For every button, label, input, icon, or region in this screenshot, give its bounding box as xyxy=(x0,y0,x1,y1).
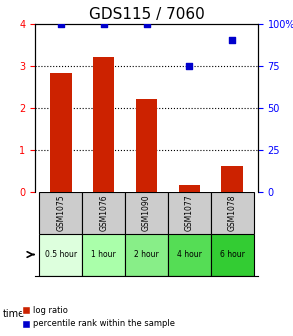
Legend: log ratio, percentile rank within the sample: log ratio, percentile rank within the sa… xyxy=(19,303,178,332)
Text: time: time xyxy=(3,309,25,319)
Point xyxy=(101,21,106,26)
FancyBboxPatch shape xyxy=(211,234,253,276)
FancyBboxPatch shape xyxy=(211,192,253,234)
Point xyxy=(144,21,149,26)
FancyBboxPatch shape xyxy=(82,234,125,276)
Bar xyxy=(179,185,200,192)
Point xyxy=(230,38,234,43)
FancyBboxPatch shape xyxy=(125,192,168,234)
Text: 4 hour: 4 hour xyxy=(177,250,202,259)
Bar xyxy=(93,57,114,192)
Title: GDS115 / 7060: GDS115 / 7060 xyxy=(88,7,205,23)
Text: 1 hour: 1 hour xyxy=(91,250,116,259)
FancyBboxPatch shape xyxy=(82,192,125,234)
Point xyxy=(59,21,63,26)
FancyBboxPatch shape xyxy=(168,192,211,234)
Text: 6 hour: 6 hour xyxy=(220,250,245,259)
FancyBboxPatch shape xyxy=(168,234,211,276)
Bar xyxy=(136,99,157,192)
FancyBboxPatch shape xyxy=(40,192,82,234)
Text: GSM1078: GSM1078 xyxy=(228,194,237,231)
Bar xyxy=(50,73,71,192)
Text: GSM1076: GSM1076 xyxy=(99,194,108,231)
Text: GSM1090: GSM1090 xyxy=(142,194,151,231)
Text: GSM1075: GSM1075 xyxy=(56,194,65,231)
FancyBboxPatch shape xyxy=(40,234,82,276)
Point xyxy=(187,63,192,68)
Bar xyxy=(222,166,243,192)
Text: GSM1077: GSM1077 xyxy=(185,194,194,231)
Text: 0.5 hour: 0.5 hour xyxy=(45,250,77,259)
Text: 2 hour: 2 hour xyxy=(134,250,159,259)
FancyBboxPatch shape xyxy=(125,234,168,276)
